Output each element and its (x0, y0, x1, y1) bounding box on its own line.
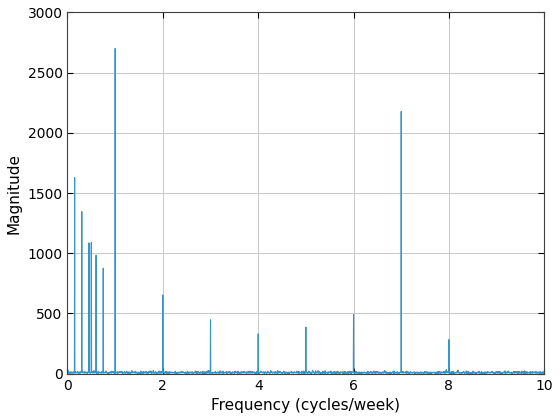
X-axis label: Frequency (cycles/week): Frequency (cycles/week) (211, 398, 400, 413)
Y-axis label: Magnitude: Magnitude (7, 152, 22, 234)
